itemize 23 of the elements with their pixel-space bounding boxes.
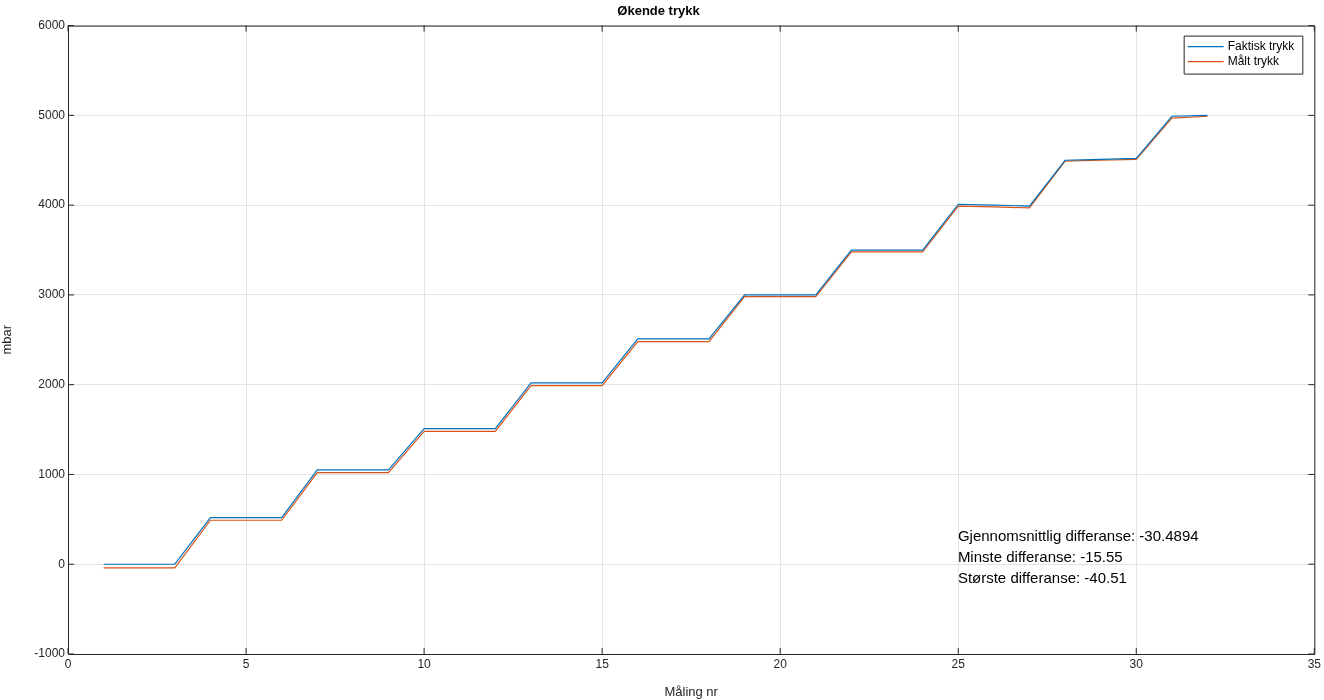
legend-label: Målt trykk <box>1227 53 1280 68</box>
y-tick-label: -1000 <box>34 646 66 661</box>
x-axis-title: Måling nr <box>664 683 719 699</box>
legend-label: Faktisk trykk <box>1227 38 1296 53</box>
y-tick-label: 3000 <box>38 287 66 302</box>
annotation: Minste differanse: -15.55 <box>957 547 1123 565</box>
y-tick-label: 5000 <box>38 107 66 122</box>
x-tick-label: 20 <box>773 656 788 671</box>
y-axis-title: mbar <box>0 324 15 355</box>
y-tick-label: 1000 <box>38 466 66 481</box>
x-tick-label: 10 <box>417 656 432 671</box>
x-tick-label: 35 <box>1307 656 1322 671</box>
y-tick-label: 2000 <box>38 377 66 391</box>
y-tick-label: 6000 <box>38 17 66 32</box>
y-tick-label: 0 <box>58 556 66 571</box>
x-tick-label: 5 <box>242 656 250 671</box>
chart-title: Økende trykk <box>617 3 701 19</box>
x-tick-label: 30 <box>1129 656 1144 671</box>
annotation: Største differanse: -40.51 <box>957 568 1127 586</box>
x-tick-label: 25 <box>951 656 966 671</box>
y-tick-label: 4000 <box>38 197 66 212</box>
annotation: Gjennomsnittlig differanse: -30.4894 <box>957 526 1199 544</box>
x-tick-label: 15 <box>595 656 610 671</box>
